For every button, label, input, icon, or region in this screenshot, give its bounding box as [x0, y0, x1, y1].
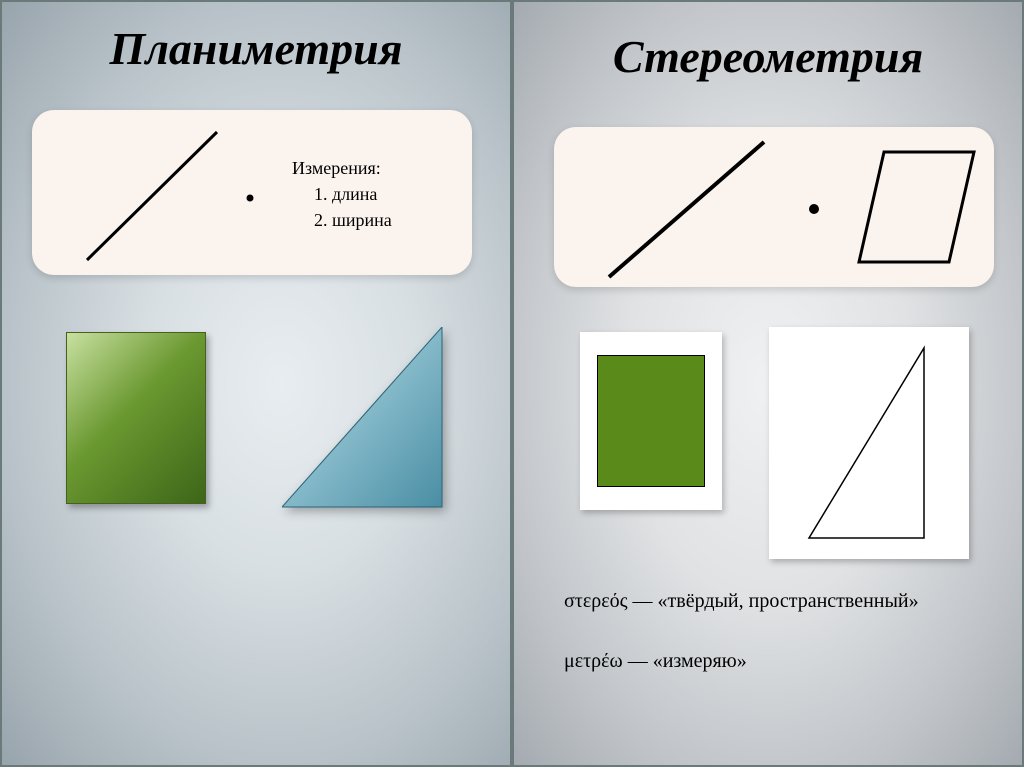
measurement-1: 1. длина — [314, 184, 377, 205]
measurement-2: 2. ширина — [314, 210, 392, 231]
stereometry-diagram — [554, 127, 994, 287]
blue-triangle-shape — [282, 327, 447, 512]
stereometry-title: Стереометрия — [514, 30, 1022, 83]
outline-triangle-shape — [789, 338, 949, 548]
planimetry-title: Планиметрия — [2, 22, 510, 75]
outline-triangle-card — [769, 327, 969, 559]
etymology-line-1: στερεός — «твёрдый, пространственный» — [564, 590, 919, 613]
line-segment-icon — [87, 132, 217, 260]
green-rectangle-shape — [597, 355, 705, 487]
point-icon — [247, 195, 254, 202]
stereometry-card — [554, 127, 994, 287]
point-icon — [809, 204, 819, 214]
line-segment-icon — [609, 142, 764, 277]
green-rect-card — [580, 332, 722, 510]
measurements-heading: Измерения: — [292, 158, 381, 179]
planimetry-card: Измерения: 1. длина 2. ширина — [32, 110, 472, 275]
parallelogram-icon — [859, 152, 974, 262]
etymology-line-2: μετρέω — «измеряю» — [564, 650, 747, 673]
planimetry-diagram — [32, 110, 472, 275]
planimetry-panel: Планиметрия Измерения: 1. длина 2. ширин… — [0, 0, 512, 767]
green-rectangle-shape — [66, 332, 206, 504]
stereometry-panel: Стереометрия στερεός — «твёрдый, простра… — [512, 0, 1024, 767]
